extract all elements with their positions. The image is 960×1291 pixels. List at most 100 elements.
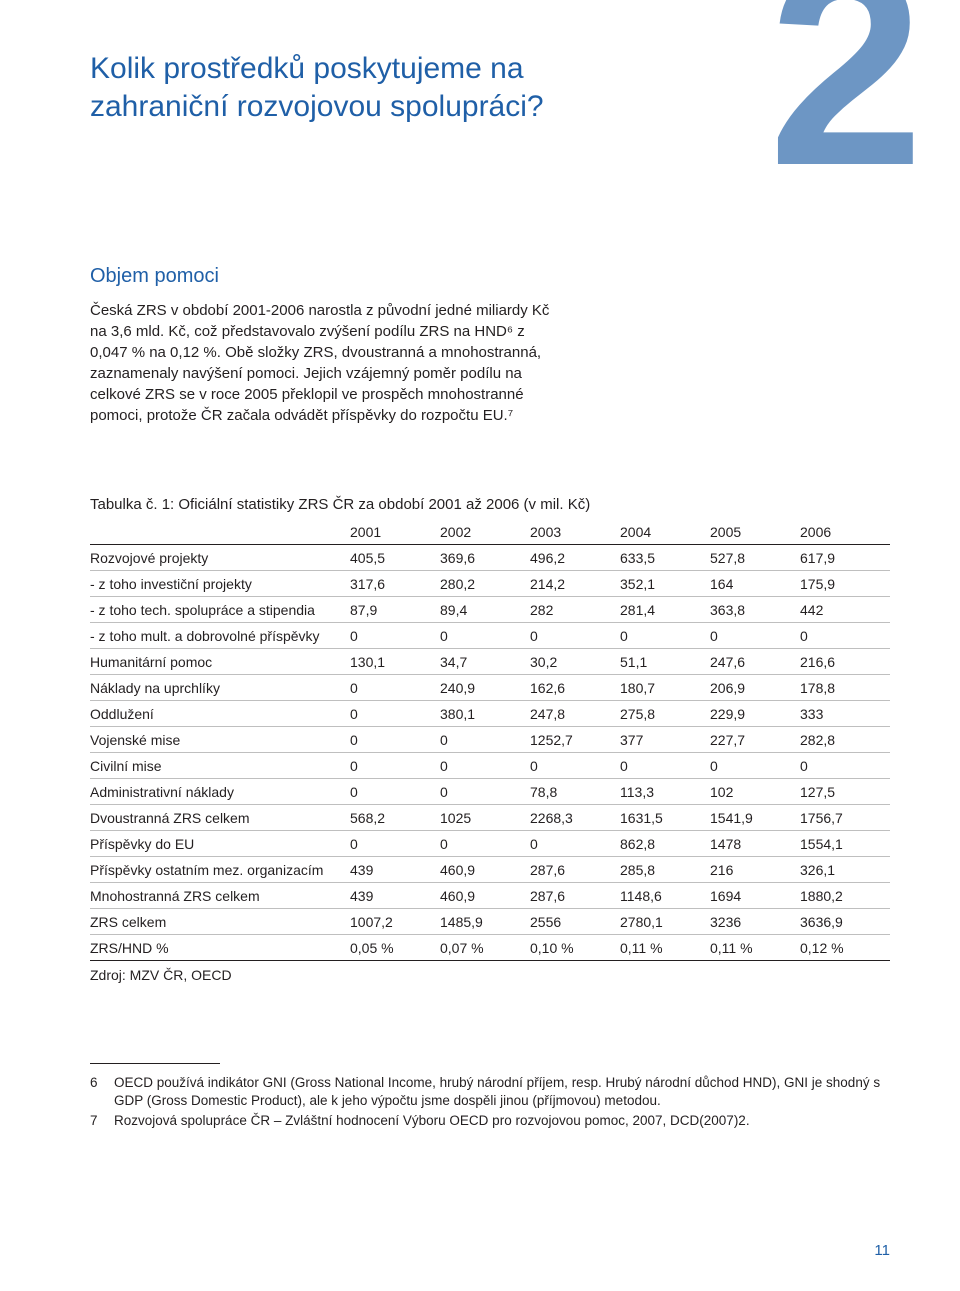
- table-cell: 380,1: [440, 701, 530, 727]
- table-row: ZRS celkem1007,21485,925562780,132363636…: [90, 909, 890, 935]
- table-cell: 280,2: [440, 571, 530, 597]
- table-cell: 87,9: [350, 597, 440, 623]
- table-cell: 216,6: [800, 649, 890, 675]
- footnote-rule: [90, 1063, 220, 1064]
- table-cell: 0,12 %: [800, 935, 890, 961]
- table-cell: 0: [440, 623, 530, 649]
- table-cell: 496,2: [530, 545, 620, 571]
- table-row: - z toho investiční projekty317,6280,221…: [90, 571, 890, 597]
- footnote-number: 7: [90, 1112, 104, 1130]
- table-cell: 0: [620, 623, 710, 649]
- table-row: ZRS/HND %0,05 %0,07 %0,10 %0,11 %0,11 %0…: [90, 935, 890, 961]
- table-cell: 2268,3: [530, 805, 620, 831]
- table-cell: 1478: [710, 831, 800, 857]
- table-cell: 0: [440, 753, 530, 779]
- table-cell: 0: [350, 779, 440, 805]
- table-cell: 175,9: [800, 571, 890, 597]
- table-cell: 0: [710, 623, 800, 649]
- table-cell: ZRS/HND %: [90, 935, 350, 961]
- table-cell: 317,6: [350, 571, 440, 597]
- table-cell: 247,8: [530, 701, 620, 727]
- table-cell: 862,8: [620, 831, 710, 857]
- chapter-number: 2: [768, 0, 916, 180]
- footnotes: 6OECD používá indikátor GNI (Gross Natio…: [90, 1074, 890, 1131]
- table-cell: - z toho investiční projekty: [90, 571, 350, 597]
- page-title: Kolik prostředků poskytujeme na zahranič…: [90, 50, 630, 125]
- table-cell: 162,6: [530, 675, 620, 701]
- table-row: Oddlužení0380,1247,8275,8229,9333: [90, 701, 890, 727]
- table-cell: 206,9: [710, 675, 800, 701]
- table-cell: 2556: [530, 909, 620, 935]
- table-cell: 1694: [710, 883, 800, 909]
- table-cell: Příspěvky ostatním mez. organizacím: [90, 857, 350, 883]
- table-row: Humanitární pomoc130,134,730,251,1247,62…: [90, 649, 890, 675]
- table-cell: Dvoustranná ZRS celkem: [90, 805, 350, 831]
- footnote: 6OECD používá indikátor GNI (Gross Natio…: [90, 1074, 890, 1110]
- table-cell: 0: [350, 623, 440, 649]
- table-cell: 0,11 %: [620, 935, 710, 961]
- body-paragraph: Česká ZRS v období 2001-2006 narostla z …: [90, 300, 550, 426]
- table-cell: 0: [710, 753, 800, 779]
- table-row: Mnohostranná ZRS celkem439460,9287,61148…: [90, 883, 890, 909]
- footnote: 7Rozvojová spolupráce ČR – Zvláštní hodn…: [90, 1112, 890, 1130]
- table-cell: 281,4: [620, 597, 710, 623]
- table-cell: 1631,5: [620, 805, 710, 831]
- table-cell: 78,8: [530, 779, 620, 805]
- table-cell: 0,11 %: [710, 935, 800, 961]
- table-cell: Administrativní náklady: [90, 779, 350, 805]
- table-cell: 460,9: [440, 857, 530, 883]
- table-cell: 0: [530, 831, 620, 857]
- table-row: Administrativní náklady0078,8113,3102127…: [90, 779, 890, 805]
- table-cell: 0: [440, 831, 530, 857]
- table-cell: 285,8: [620, 857, 710, 883]
- table-cell: 282: [530, 597, 620, 623]
- table-cell: 1541,9: [710, 805, 800, 831]
- table-cell: 0: [440, 727, 530, 753]
- table-cell: 34,7: [440, 649, 530, 675]
- table-cell: 113,3: [620, 779, 710, 805]
- table-cell: 439: [350, 857, 440, 883]
- table-cell: 0: [350, 753, 440, 779]
- table-cell: Humanitární pomoc: [90, 649, 350, 675]
- table-cell: 0: [530, 753, 620, 779]
- table-cell: 568,2: [350, 805, 440, 831]
- table-cell: 333: [800, 701, 890, 727]
- table-cell: 1880,2: [800, 883, 890, 909]
- table-header-cell: 2006: [800, 519, 890, 545]
- table-cell: 282,8: [800, 727, 890, 753]
- table-cell: 1148,6: [620, 883, 710, 909]
- table-cell: 247,6: [710, 649, 800, 675]
- table-row: Vojenské mise001252,7377227,7282,8: [90, 727, 890, 753]
- table-row: Příspěvky do EU000862,814781554,1: [90, 831, 890, 857]
- table-header-cell: 2002: [440, 519, 530, 545]
- table-cell: Oddlužení: [90, 701, 350, 727]
- table-cell: 460,9: [440, 883, 530, 909]
- table-cell: 240,9: [440, 675, 530, 701]
- table-cell: 287,6: [530, 883, 620, 909]
- table-cell: 0: [350, 831, 440, 857]
- table-cell: 1554,1: [800, 831, 890, 857]
- table-cell: 0,05 %: [350, 935, 440, 961]
- table-header-cell: 2004: [620, 519, 710, 545]
- table-cell: 216: [710, 857, 800, 883]
- table-cell: 2780,1: [620, 909, 710, 935]
- table-cell: 130,1: [350, 649, 440, 675]
- table-cell: ZRS celkem: [90, 909, 350, 935]
- table-cell: 326,1: [800, 857, 890, 883]
- table-row: Dvoustranná ZRS celkem568,210252268,3163…: [90, 805, 890, 831]
- table-cell: 178,8: [800, 675, 890, 701]
- table-row: Rozvojové projekty405,5369,6496,2633,552…: [90, 545, 890, 571]
- table-header-row: 200120022003200420052006: [90, 519, 890, 545]
- title-line-1: Kolik prostředků poskytujeme na: [90, 52, 524, 85]
- table-cell: 1025: [440, 805, 530, 831]
- table-cell: 214,2: [530, 571, 620, 597]
- table-cell: 180,7: [620, 675, 710, 701]
- table-cell: Vojenské mise: [90, 727, 350, 753]
- table-source: Zdroj: MZV ČR, OECD: [90, 961, 890, 983]
- section-heading: Objem pomoci: [90, 265, 890, 288]
- table-cell: 102: [710, 779, 800, 805]
- table-cell: 527,8: [710, 545, 800, 571]
- table-cell: 275,8: [620, 701, 710, 727]
- table-cell: 51,1: [620, 649, 710, 675]
- table-cell: Mnohostranná ZRS celkem: [90, 883, 350, 909]
